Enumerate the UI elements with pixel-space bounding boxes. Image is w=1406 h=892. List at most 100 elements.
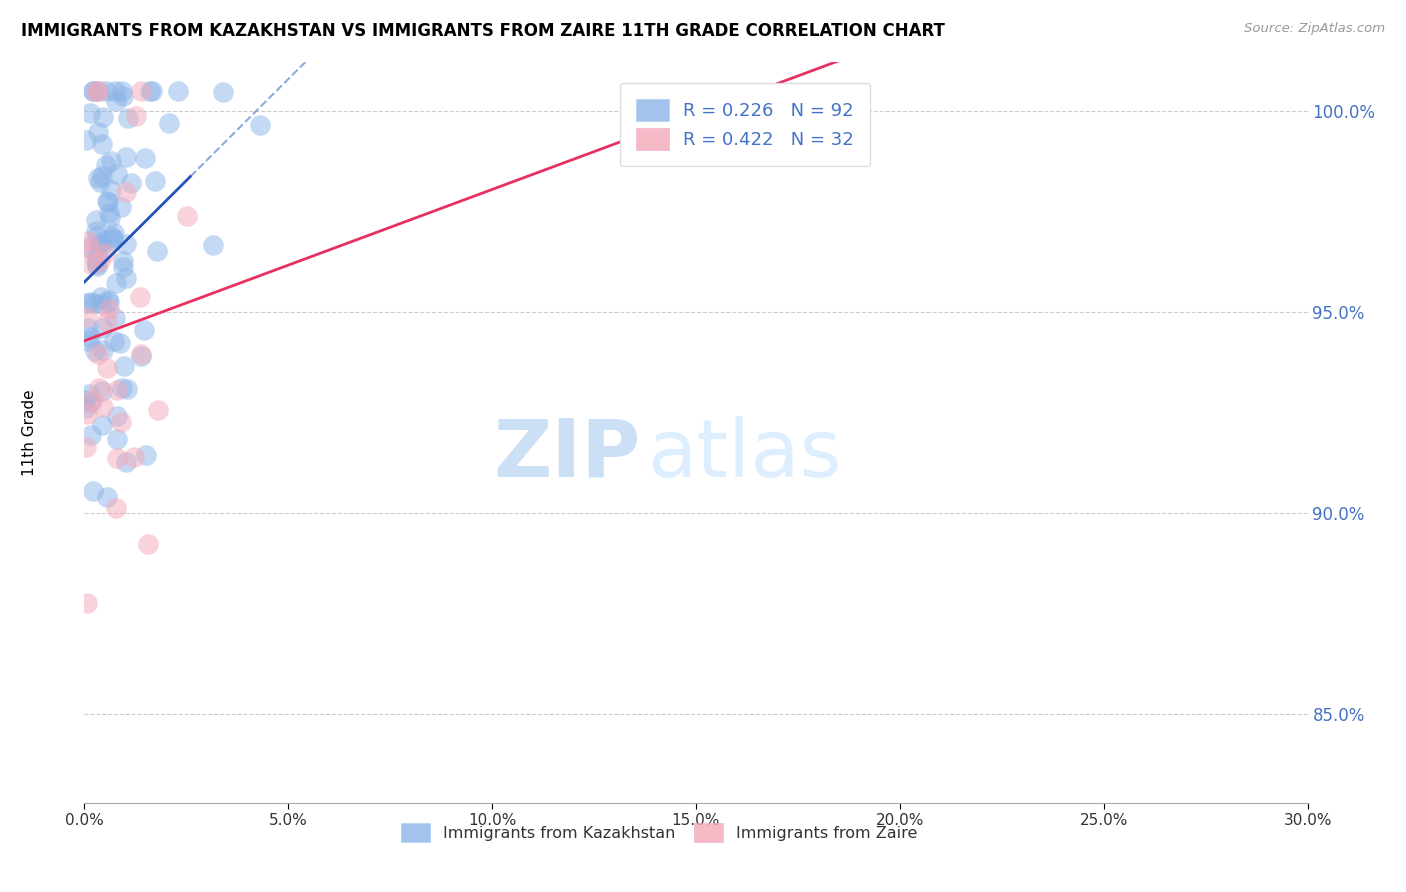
Point xyxy=(82,393,104,408)
Point xyxy=(98,205,121,219)
Point xyxy=(84,344,107,359)
Point xyxy=(97,195,120,210)
Point xyxy=(79,106,101,120)
Point xyxy=(105,409,128,424)
Point xyxy=(111,380,134,394)
Point xyxy=(249,118,271,132)
Text: Source: ZipAtlas.com: Source: ZipAtlas.com xyxy=(1244,22,1385,36)
Point xyxy=(141,84,163,98)
Point xyxy=(89,176,111,190)
Point xyxy=(120,176,142,190)
Point xyxy=(129,290,152,304)
Point xyxy=(110,415,132,429)
Point xyxy=(104,310,127,325)
Point xyxy=(91,137,114,152)
Text: atlas: atlas xyxy=(647,416,841,494)
Point xyxy=(76,295,98,310)
Point xyxy=(87,84,110,98)
Point xyxy=(91,384,114,399)
Point xyxy=(86,229,108,244)
Point xyxy=(706,100,728,114)
Point xyxy=(146,244,169,258)
Point xyxy=(80,394,103,409)
Point xyxy=(131,349,153,363)
Point xyxy=(105,432,128,446)
Point xyxy=(98,294,121,309)
Point xyxy=(202,238,225,252)
Point xyxy=(91,417,114,432)
Point xyxy=(105,451,128,466)
Point xyxy=(105,95,128,109)
Point xyxy=(117,111,139,125)
Point xyxy=(167,84,190,98)
Point xyxy=(76,310,98,325)
Point xyxy=(115,150,138,164)
Point xyxy=(136,537,159,551)
Text: ZIP: ZIP xyxy=(494,416,641,494)
Point xyxy=(87,84,110,98)
Point xyxy=(115,237,138,252)
Point xyxy=(131,347,153,361)
Point xyxy=(104,84,127,98)
Point xyxy=(148,402,170,417)
Point xyxy=(84,252,107,267)
Point xyxy=(79,427,101,442)
Point xyxy=(105,383,128,397)
Point xyxy=(76,407,98,421)
Point xyxy=(79,241,101,255)
Point xyxy=(87,238,110,252)
Point xyxy=(115,383,138,397)
Point xyxy=(101,230,124,244)
Point xyxy=(90,169,112,183)
Point xyxy=(111,260,134,274)
Point xyxy=(124,109,146,123)
Point xyxy=(94,246,117,260)
Point xyxy=(112,359,135,374)
Text: 11th Grade: 11th Grade xyxy=(22,389,37,476)
Point xyxy=(82,84,104,98)
Legend: Immigrants from Kazakhstan, Immigrants from Zaire: Immigrants from Kazakhstan, Immigrants f… xyxy=(394,815,925,850)
Point xyxy=(90,239,112,253)
Point xyxy=(89,253,111,268)
Point xyxy=(110,200,132,214)
Point xyxy=(87,171,110,186)
Point xyxy=(122,450,145,464)
Point xyxy=(80,294,103,309)
Point xyxy=(77,235,100,249)
Point xyxy=(82,484,104,499)
Point xyxy=(100,233,122,247)
Point xyxy=(143,174,166,188)
Point xyxy=(115,455,138,469)
Point xyxy=(75,401,97,415)
Point xyxy=(110,336,132,351)
Point xyxy=(96,490,118,504)
Point xyxy=(91,235,114,249)
Point xyxy=(211,85,233,99)
Point xyxy=(97,301,120,316)
Point xyxy=(100,153,122,168)
Point xyxy=(114,271,136,285)
Point xyxy=(105,500,128,515)
Point xyxy=(79,330,101,344)
Point xyxy=(83,296,105,310)
Point xyxy=(75,440,97,454)
Point xyxy=(111,84,134,98)
Point xyxy=(101,231,124,245)
Point xyxy=(103,334,125,348)
Point xyxy=(134,151,156,165)
Point xyxy=(84,212,107,227)
Point xyxy=(105,276,128,290)
Point xyxy=(135,448,157,462)
Point xyxy=(73,392,96,407)
Point xyxy=(76,240,98,254)
Point xyxy=(75,133,97,147)
Point xyxy=(82,84,104,98)
Point xyxy=(96,361,118,376)
Point xyxy=(115,185,138,199)
Point xyxy=(91,343,114,357)
Point xyxy=(97,293,120,307)
Point xyxy=(91,110,114,124)
Point xyxy=(94,158,117,172)
Point xyxy=(105,167,128,181)
Point xyxy=(96,194,118,208)
